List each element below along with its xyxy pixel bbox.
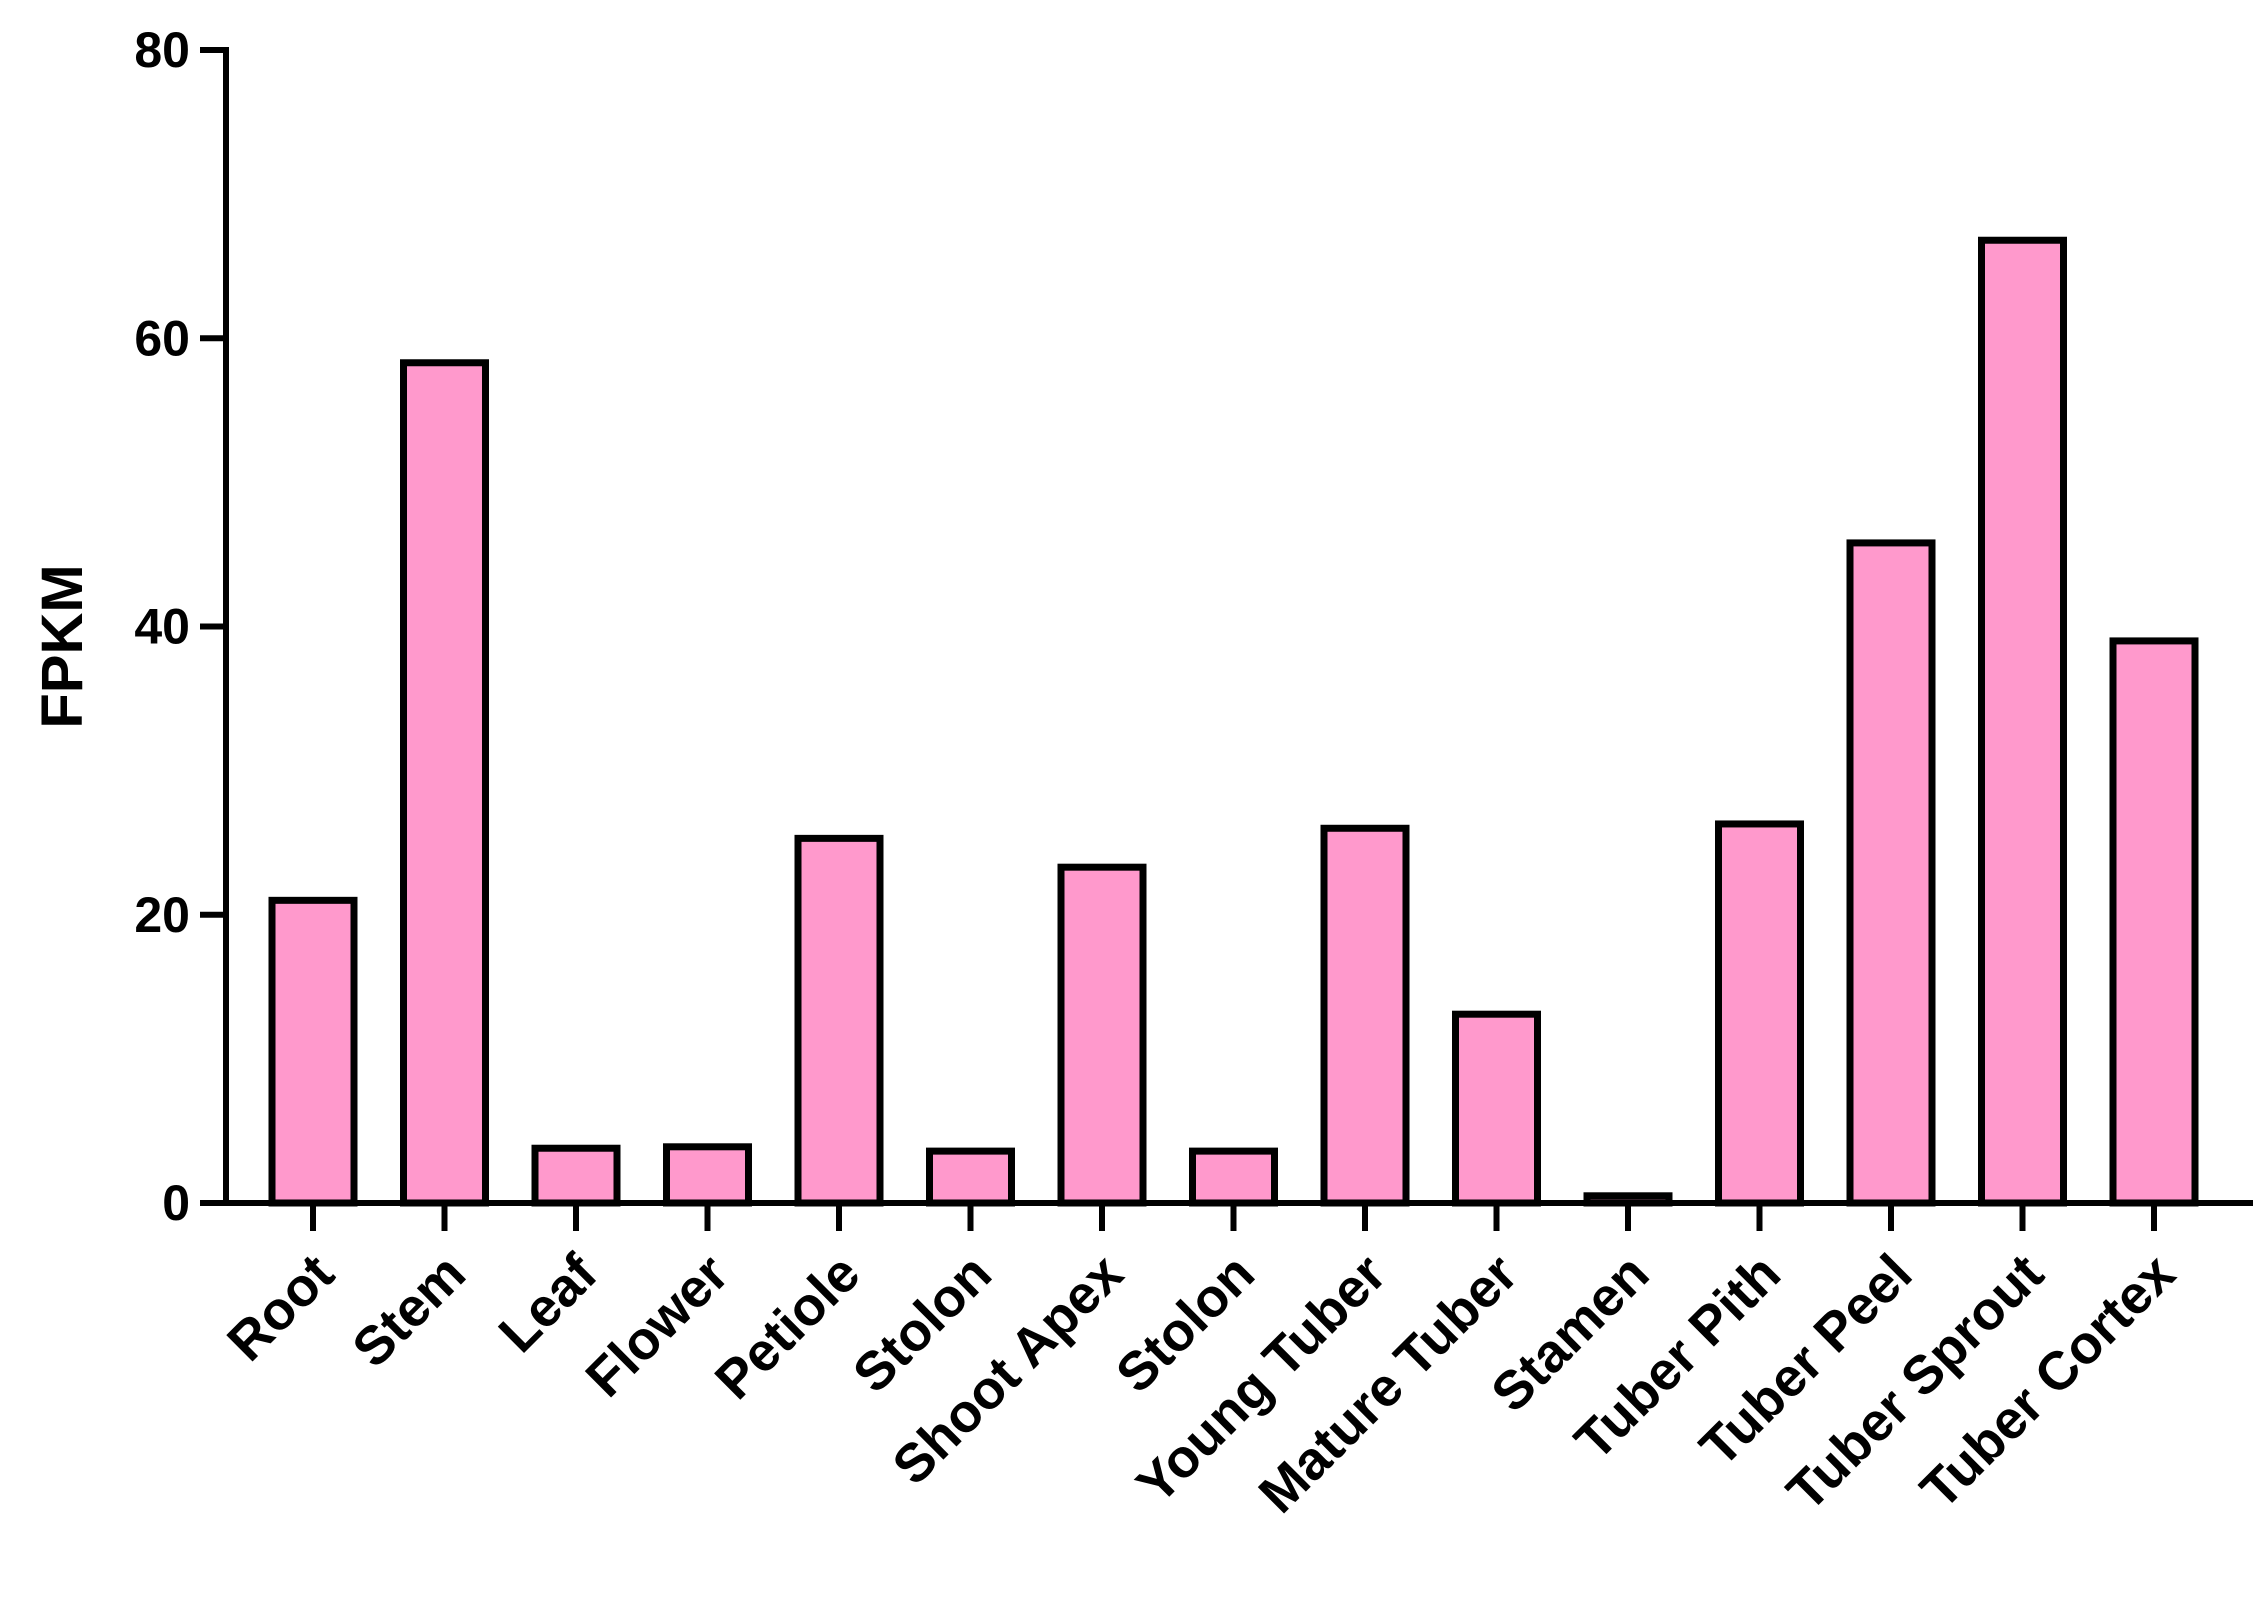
bars-group xyxy=(268,236,2199,1207)
x-tick-label: Stem xyxy=(341,1243,477,1379)
bar-3 xyxy=(531,1144,621,1207)
bar-7 xyxy=(1057,863,1147,1207)
x-tick-label: Flower xyxy=(575,1243,740,1408)
y-axis-title: FPKM xyxy=(30,564,95,728)
bar-15 xyxy=(2109,637,2199,1207)
x-tick-label: Shoot Apex xyxy=(881,1243,1134,1496)
y-axis: 0 20 40 60 80 xyxy=(134,22,229,1231)
bar-10 xyxy=(1452,1010,1541,1207)
y-tick-label: 0 xyxy=(162,1175,190,1231)
bar-4 xyxy=(663,1143,752,1207)
bar-8 xyxy=(1189,1147,1278,1207)
y-tick-label: 20 xyxy=(134,887,190,943)
bar-13 xyxy=(1846,539,1936,1207)
bar-5 xyxy=(794,834,884,1207)
bar-9 xyxy=(1320,824,1410,1207)
x-tick-label: Petiole xyxy=(704,1243,872,1411)
bar-1 xyxy=(268,896,358,1207)
x-tick-label: Root xyxy=(216,1243,345,1372)
y-tick-label: 60 xyxy=(134,310,190,366)
bar-6 xyxy=(926,1147,1015,1207)
y-tick-label: 80 xyxy=(134,22,190,78)
bar-2 xyxy=(400,359,489,1207)
bar-14 xyxy=(1978,236,2067,1207)
bar-12 xyxy=(1715,820,1804,1207)
y-tick-label: 40 xyxy=(134,599,190,655)
x-tick-label: Leaf xyxy=(488,1242,610,1364)
